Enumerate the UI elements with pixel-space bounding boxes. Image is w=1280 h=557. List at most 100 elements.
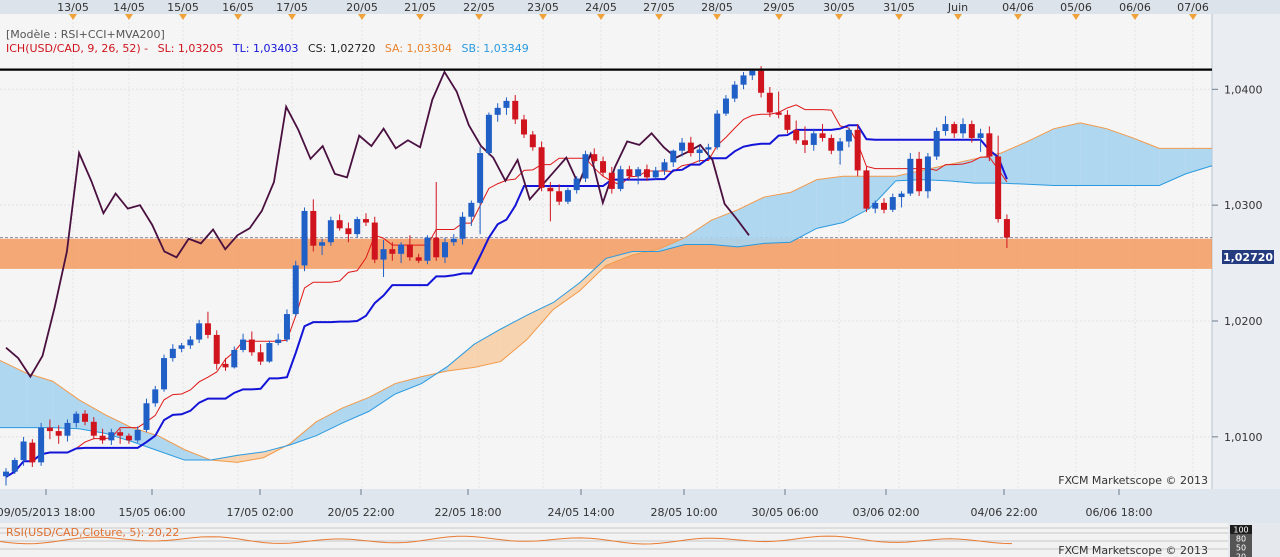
rsi-indicator[interactable] (0, 527, 1228, 550)
candle-down (538, 147, 545, 188)
cloud-segment (1053, 122, 1081, 186)
cloud-segment (316, 407, 343, 436)
candle-up (73, 413, 80, 423)
price-tick-labels: 1,0400 1,0300 1,0200 1,0100 (1212, 83, 1263, 444)
candle-up (889, 197, 896, 210)
price-tick-label: 1,0400 (1224, 83, 1263, 96)
bottom-date-label: 09/05/2013 18:00 (0, 506, 95, 519)
top-date-label: 15/05 (167, 1, 199, 14)
candle-up (722, 98, 729, 114)
rsi-scale-badge (1230, 552, 1252, 557)
top-date-label: 22/05 (463, 1, 495, 14)
candle-down (986, 133, 993, 157)
candle-up (161, 358, 168, 390)
candle-down (591, 154, 598, 162)
rsi-scale-label: 20 (1236, 553, 1246, 557)
candle-down (863, 170, 870, 209)
candle-up (64, 422, 71, 436)
cloud-segment (790, 179, 817, 243)
rsi-scale-badge (1230, 534, 1252, 543)
date-marker-icon (895, 14, 903, 20)
candle-up (731, 84, 738, 99)
date-marker-icon (288, 14, 296, 20)
cloud-segment (685, 220, 712, 245)
ichimoku-legend: ICH(USD/CAD, 9, 26, 52) - SL: 1,03205 TL… (6, 42, 529, 55)
candle-down (512, 100, 519, 120)
cloud-segment (1159, 148, 1186, 186)
candle-down (766, 92, 773, 113)
candle-up (503, 100, 510, 108)
top-date-label: 31/05 (883, 1, 915, 14)
rsi-scale-label: 50 (1236, 544, 1246, 553)
candle-up (898, 193, 905, 198)
date-marker-icon (179, 14, 187, 20)
rsi-line (0, 535, 1013, 545)
candle-down (643, 169, 650, 178)
top-date-label: 28/05 (701, 1, 733, 14)
candle-up (845, 129, 852, 142)
bottom-date-bar (0, 489, 1280, 523)
rsi-scale-badge (1230, 543, 1252, 552)
top-date-label: 07/06 (1177, 1, 1209, 14)
candle-down (775, 112, 782, 115)
candle-down (213, 334, 220, 364)
cloud-segment (500, 315, 527, 362)
bottom-date-label: 06/06 18:00 (1086, 506, 1153, 519)
rsi-scale-label: 80 (1236, 535, 1246, 544)
cloud-segment (843, 176, 870, 223)
cloud-segment (816, 176, 844, 229)
cloud-segment (737, 197, 765, 247)
candle-down (117, 432, 124, 436)
cloud-segment (606, 251, 633, 266)
candle-up (740, 75, 747, 85)
candle-down (881, 202, 887, 210)
cloud-segment (1132, 137, 1160, 186)
candle-up (240, 339, 247, 350)
date-marker-icon (1014, 14, 1022, 20)
date-marker-icon (775, 14, 783, 20)
candle-up (187, 339, 194, 346)
candle-up (670, 150, 677, 163)
candle-up (924, 156, 931, 192)
date-marker-icon (1072, 14, 1080, 20)
candle-down (529, 134, 536, 148)
rsi-scale-label: 100 (1233, 526, 1248, 535)
candle-down (257, 352, 264, 362)
bottom-date-axis: 09/05/2013 18:00 15/05 06:00 17/05 02:00 20… (0, 489, 1152, 519)
bottom-date-label: 03/06 02:00 (853, 506, 920, 519)
watermark-sub: FXCM Marketscope © 2013 (1058, 544, 1208, 557)
candle-up (837, 141, 844, 151)
candle-up (275, 339, 282, 344)
date-marker-icon (416, 14, 424, 20)
top-date-label: 27/05 (643, 1, 675, 14)
candle-down (248, 339, 255, 353)
cloud-segment (26, 373, 53, 428)
indicator-lines (5, 69, 1008, 478)
top-date-label: 13/05 (57, 1, 89, 14)
rsi-panel[interactable] (0, 523, 1228, 557)
candle-down (90, 421, 97, 436)
bottom-date-label: 24/05 14:00 (548, 506, 615, 519)
candle-up (459, 216, 466, 239)
top-date-label: 06/06 (1119, 1, 1151, 14)
candle-down (310, 210, 317, 246)
cloud-segment (474, 329, 501, 368)
candle-down (125, 435, 132, 441)
candle-up (196, 323, 203, 340)
date-marker-icon (475, 14, 483, 20)
candle-up (11, 460, 18, 472)
candle-up (960, 124, 967, 134)
candle-down (968, 124, 975, 138)
date-marker-icon (234, 14, 242, 20)
candle-up (810, 133, 817, 145)
top-date-label: 16/05 (222, 1, 254, 14)
candle-down (204, 323, 211, 335)
top-date-label: 05/06 (1060, 1, 1092, 14)
candle-up (152, 389, 159, 404)
candlesticks[interactable] (3, 66, 1010, 486)
cloud-segment (579, 258, 606, 291)
candle-down (406, 244, 413, 258)
top-date-label: 24/05 (585, 1, 617, 14)
